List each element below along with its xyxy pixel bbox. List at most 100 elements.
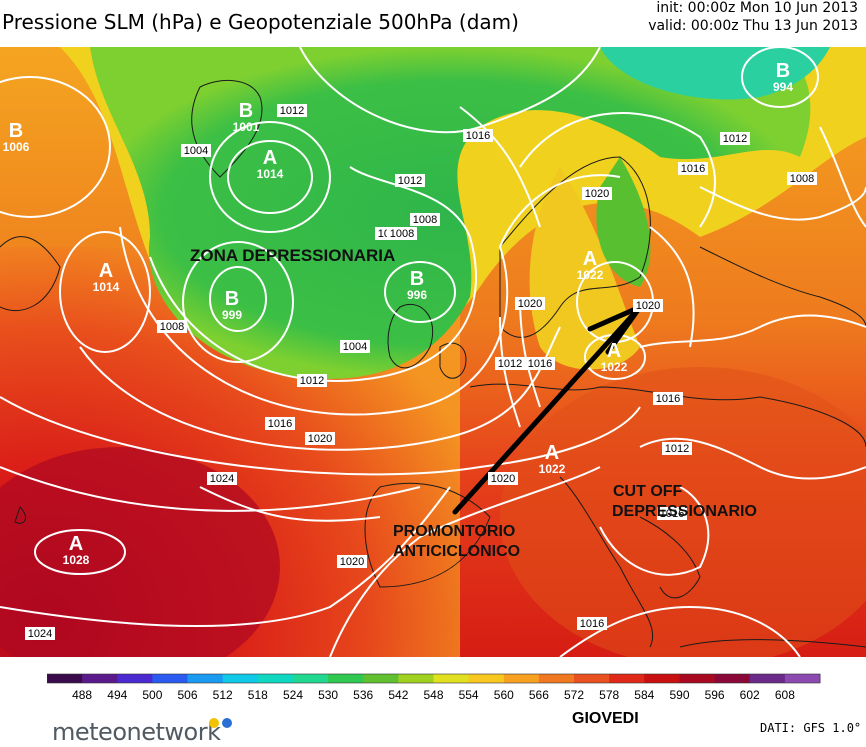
- legend-color-cell: [574, 674, 610, 683]
- legend-color-cell: [749, 674, 786, 683]
- isobar-label-background: [340, 340, 370, 353]
- isobar-label-text: 1024: [210, 473, 234, 485]
- valid-time: valid: 00:00z Thu 13 Jun 2013: [648, 18, 858, 34]
- isobar-label: 1016: [577, 617, 607, 630]
- isobar-label-text: 1016: [681, 163, 705, 175]
- isobar-label: 1012: [297, 374, 327, 387]
- isobar-label-text: 1016: [660, 508, 684, 520]
- legend-color-cell: [293, 674, 329, 683]
- azores-core-field: [0, 447, 280, 657]
- label-promontorio: PROMONTORIO: [393, 523, 515, 540]
- legend-tick-label: 578: [599, 688, 619, 702]
- legend-tick-label: 572: [564, 688, 584, 702]
- pressure-center-symbol: B: [9, 120, 23, 142]
- isobar-label-background: [787, 172, 817, 185]
- legend-color-cell: [433, 674, 470, 683]
- legend-tick-label: 596: [705, 688, 725, 702]
- isobar-label: 1020: [305, 432, 335, 445]
- legend-color-cell: [222, 674, 259, 683]
- legend-tick-label: 590: [669, 688, 689, 702]
- pressure-center-symbol: B: [776, 60, 790, 82]
- coastlines: [0, 79, 866, 648]
- legend-color-cell: [398, 674, 434, 683]
- pressure-center-symbol: A: [545, 442, 559, 464]
- isobar-labels: 1004 1012 1012 1016 1016 1012 1008 1008 1008 1004…: [25, 104, 817, 640]
- label-cut-off: CUT OFF: [613, 483, 683, 500]
- isobar-label: 1020: [488, 472, 518, 485]
- isobar-label: 1016: [265, 417, 295, 430]
- isobar-label-text: 1020: [518, 298, 542, 310]
- isobar-label-background: [207, 472, 237, 485]
- isobar-label-text: 1012: [300, 375, 324, 387]
- isobar-label-text: 1016: [580, 618, 604, 630]
- isobar-label-background: [157, 320, 187, 333]
- isobar-label: 1016: [525, 357, 555, 370]
- meteonetwork-logo: meteonetwork: [52, 718, 221, 746]
- legend-tick-label: 506: [177, 688, 197, 702]
- isobar-label: 1020: [337, 555, 367, 568]
- legend-color-cell: [328, 674, 364, 683]
- isobar-label: 1008: [410, 213, 440, 226]
- green-low-zone: [90, 47, 811, 379]
- legend-tick-label: 560: [494, 688, 514, 702]
- isobar-label-text: 1016: [268, 418, 292, 430]
- pressure-center-value: 999: [222, 308, 242, 322]
- isobar-label-background: [463, 129, 493, 142]
- isobar-label-background: [387, 227, 417, 240]
- legend-tick-label: 566: [529, 688, 549, 702]
- isobar-label-background: [582, 187, 612, 200]
- legend-tick-labels: 488 494 500 506 512 518 524 530 536 542 548 554 560 5…: [72, 688, 795, 702]
- pressure-center-value: 996: [407, 288, 427, 302]
- isobar-label-background: [525, 357, 555, 370]
- isobar-label-text: 1012: [723, 133, 747, 145]
- pressure-center-symbol: A: [69, 533, 83, 555]
- legend-color-cell: [609, 674, 645, 683]
- isobar-label-background: [633, 299, 663, 312]
- isobar-label-text: 1020: [308, 433, 332, 445]
- isobar-label: 1020: [582, 187, 612, 200]
- isobar-label: 1020: [633, 299, 663, 312]
- isobar-label: 1008: [787, 172, 817, 185]
- isobar-label-text: 1008: [413, 214, 437, 226]
- pressure-center-value: 1014: [93, 280, 120, 294]
- isobar-label-background: [488, 472, 518, 485]
- legend-tick-label: 524: [283, 688, 303, 702]
- pressure-center-value: 1006: [3, 140, 30, 154]
- logo-dot-yellow: [209, 718, 219, 728]
- isobar-label-text: 1020: [340, 556, 364, 568]
- legend-color-cell: [644, 674, 680, 683]
- legend-color-cell: [679, 674, 716, 683]
- legend-color-cell: [187, 674, 224, 683]
- pressure-center-symbol: A: [263, 147, 277, 169]
- legend-color-cell: [714, 674, 751, 683]
- pressure-center-value: 1022: [577, 268, 604, 282]
- isobar-label: 1012: [720, 132, 750, 145]
- isobar-label: 1012: [277, 104, 307, 117]
- isobar-label-text: 1012: [498, 358, 522, 370]
- isobar-label-text: 1008: [790, 173, 814, 185]
- isobar-label: 1012: [395, 174, 425, 187]
- isobar-label: 1016: [657, 507, 687, 520]
- legend-color-bars: [47, 673, 821, 684]
- arrow-promontorio: [452, 304, 643, 515]
- isobar-label-text: 1008: [160, 321, 184, 333]
- isobar-label-background: [25, 627, 55, 640]
- color-scale-legend: 488 494 500 506 512 518 524 530 536 542 548 554 560 5…: [47, 673, 821, 702]
- legend-tick-label: 548: [423, 688, 443, 702]
- isobar-label: 1004: [340, 340, 370, 353]
- pressure-center-value: 1022: [539, 462, 566, 476]
- legend-tick-label: 602: [740, 688, 760, 702]
- pressure-center-value: 1028: [63, 553, 90, 567]
- isobar-label: 1016: [678, 162, 708, 175]
- isobar-label-background: [305, 432, 335, 445]
- legend-tick-label: 554: [459, 688, 479, 702]
- day-label: GIOVEDI: [572, 710, 639, 727]
- label-depressionario: DEPRESSIONARIO: [612, 503, 757, 520]
- init-time: init: 00:00z Mon 10 Jun 2013: [656, 0, 858, 16]
- pressure-center-symbol: A: [583, 248, 597, 270]
- chart-title: Pressione SLM (hPa) e Geopotenziale 500h…: [2, 10, 519, 34]
- pressure-centers: B1006A1014B999B996A1014B1001B994A1022A10…: [3, 60, 794, 567]
- data-source: DATI: GFS 1.0°: [760, 721, 862, 735]
- isobar-label-text: 1012: [280, 105, 304, 117]
